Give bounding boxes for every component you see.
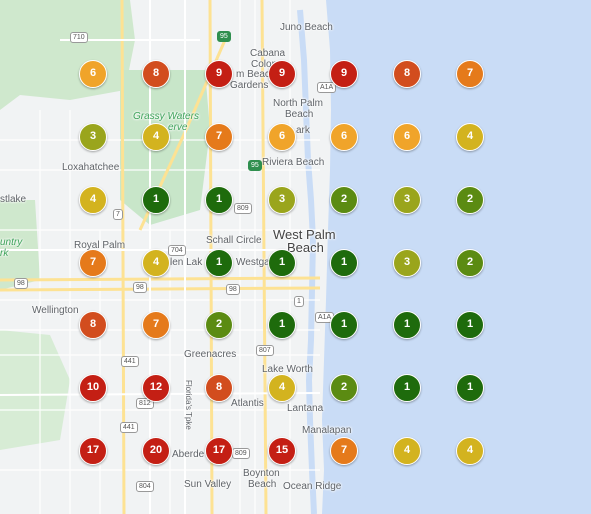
label-royal-palm: Royal Palm <box>74 240 126 251</box>
route-shield: 95 <box>248 160 262 171</box>
label-riviera-beach: Riviera Beach <box>262 157 325 168</box>
route-shield: 804 <box>136 481 154 492</box>
rank-pin[interactable]: 17 <box>205 437 233 465</box>
rank-pin[interactable]: 8 <box>393 60 421 88</box>
rank-pin[interactable]: 3 <box>393 186 421 214</box>
route-shield: 704 <box>168 245 186 256</box>
rank-pin[interactable]: 4 <box>142 123 170 151</box>
label-westlake: stlake <box>0 194 27 205</box>
route-shield: 98 <box>14 278 28 289</box>
rank-pin[interactable]: 1 <box>268 311 296 339</box>
rank-pin[interactable]: 1 <box>268 249 296 277</box>
rank-pin[interactable]: 7 <box>456 60 484 88</box>
route-shield: 441 <box>120 422 138 433</box>
rank-pin[interactable]: 7 <box>330 437 358 465</box>
rank-pin[interactable]: 1 <box>456 311 484 339</box>
label-north-palm-beach: Beach <box>285 109 314 120</box>
label-juno-beach: Juno Beach <box>280 22 333 33</box>
rank-pin[interactable]: 9 <box>205 60 233 88</box>
label-atlantis: Atlantis <box>231 398 264 409</box>
rank-pin[interactable]: 7 <box>79 249 107 277</box>
label-schall-circle: Schall Circle <box>206 235 262 246</box>
label-manalapan: Manalapan <box>302 425 352 436</box>
rank-pin[interactable]: 4 <box>456 123 484 151</box>
label-boynton-beach: Beach <box>248 479 277 490</box>
route-shield: 7 <box>113 209 123 220</box>
route-shield: A1A <box>317 82 337 93</box>
rank-pin[interactable]: 6 <box>79 60 107 88</box>
rank-pin[interactable]: 8 <box>79 311 107 339</box>
label-loxahatchee: Loxahatchee <box>62 162 120 173</box>
rank-pin[interactable]: 9 <box>268 60 296 88</box>
label-wellington: Wellington <box>32 305 79 316</box>
rank-pin[interactable]: 4 <box>79 186 107 214</box>
rank-pin[interactable]: 7 <box>205 123 233 151</box>
rank-pin[interactable]: 2 <box>330 374 358 402</box>
route-shield: 1 <box>294 296 304 307</box>
route-shield: 809 <box>232 448 250 459</box>
label-park: ark <box>296 125 310 136</box>
rank-pin[interactable]: 2 <box>330 186 358 214</box>
rank-pin[interactable]: 4 <box>456 437 484 465</box>
label-boynton: Boynton <box>243 468 280 479</box>
rank-pin[interactable]: 2 <box>456 186 484 214</box>
label-lake-worth: Lake Worth <box>262 364 313 375</box>
label-lantana: Lantana <box>287 403 324 414</box>
rank-pin[interactable]: 6 <box>330 123 358 151</box>
route-shield: 95 <box>217 31 231 42</box>
rank-pin[interactable]: 2 <box>456 249 484 277</box>
label-north-palm: North Palm <box>273 98 324 109</box>
label-grassy-waters: Grassy Waters <box>133 111 199 122</box>
rank-pin[interactable]: 10 <box>79 374 107 402</box>
rank-pin[interactable]: 3 <box>393 249 421 277</box>
label-ocean-ridge: Ocean Ridge <box>283 481 342 492</box>
label-florida-turnpike: Florida's Tpke <box>184 380 193 430</box>
label-greenacres: Greenacres <box>184 349 237 360</box>
label-westgate: Westga <box>236 257 270 268</box>
label-aberdeen: Aberde <box>172 449 205 460</box>
route-shield: 98 <box>226 284 240 295</box>
rank-pin[interactable]: 1 <box>205 249 233 277</box>
route-shield: 809 <box>234 203 252 214</box>
rank-pin[interactable]: 1 <box>456 374 484 402</box>
rank-pin[interactable]: 8 <box>142 60 170 88</box>
rank-pin[interactable]: 4 <box>268 374 296 402</box>
label-west-palm-beach: Beach <box>287 240 324 255</box>
route-shield: 441 <box>121 356 139 367</box>
route-shield: 710 <box>70 32 88 43</box>
rank-pin[interactable]: 1 <box>330 311 358 339</box>
rank-pin[interactable]: 3 <box>268 186 296 214</box>
rank-pin[interactable]: 1 <box>393 374 421 402</box>
rank-pin[interactable]: 4 <box>393 437 421 465</box>
label-colony: Colony <box>251 59 283 70</box>
label-country: untry <box>0 237 23 248</box>
rank-pin[interactable]: 15 <box>268 437 296 465</box>
route-shield: 807 <box>256 345 274 356</box>
rank-pin[interactable]: 12 <box>142 374 170 402</box>
route-shield: 98 <box>133 282 147 293</box>
rank-pin[interactable]: 8 <box>205 374 233 402</box>
rank-pin[interactable]: 6 <box>268 123 296 151</box>
rank-pin[interactable]: 3 <box>79 123 107 151</box>
rank-pin[interactable]: 1 <box>142 186 170 214</box>
rank-pin[interactable]: 17 <box>79 437 107 465</box>
rank-pin[interactable]: 6 <box>393 123 421 151</box>
label-gardens: Gardens <box>230 80 269 91</box>
rank-pin[interactable]: 1 <box>330 249 358 277</box>
label-west-palm: West Palm <box>273 227 336 242</box>
label-glen-lakes: len Lak <box>170 257 203 268</box>
route-shield: 812 <box>136 398 154 409</box>
label-palm-beach: m Beach <box>236 69 276 80</box>
label-sun-valley: Sun Valley <box>184 479 232 490</box>
label-country-park: rk <box>0 248 9 259</box>
rank-pin[interactable]: 4 <box>142 249 170 277</box>
rank-pin[interactable]: 9 <box>330 60 358 88</box>
rank-pin[interactable]: 20 <box>142 437 170 465</box>
rank-pin[interactable]: 1 <box>393 311 421 339</box>
rank-pin[interactable]: 7 <box>142 311 170 339</box>
rank-pin[interactable]: 2 <box>205 311 233 339</box>
rank-pin[interactable]: 1 <box>205 186 233 214</box>
label-preserve: erve <box>168 122 188 133</box>
label-cabana: Cabana <box>250 48 286 59</box>
